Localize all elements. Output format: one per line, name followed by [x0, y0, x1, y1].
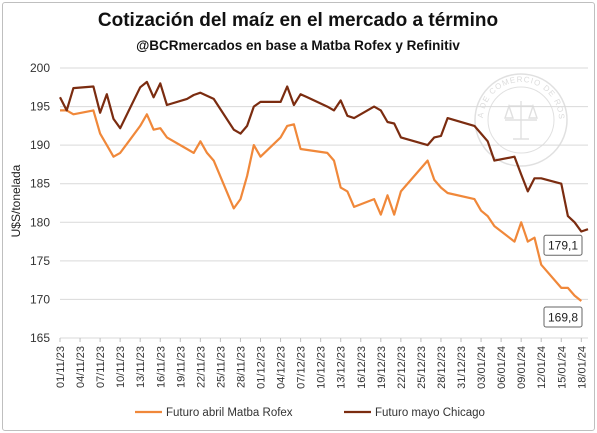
- y-tick-label: 185: [30, 177, 50, 191]
- y-axis-label: U$S/tonelada: [9, 164, 23, 237]
- callout-value: 179,1: [548, 239, 578, 253]
- x-tick-label: 31/12/23: [456, 346, 468, 389]
- y-axis-ticks: 165 170 175 180 185 190 195 200: [30, 61, 50, 345]
- y-tick-label: 200: [30, 61, 50, 75]
- x-tick-label: 28/11/23: [235, 346, 247, 388]
- x-tick-label: 01/12/23: [256, 346, 268, 389]
- callout-box: [543, 306, 583, 328]
- x-tick-label: 13/12/23: [336, 346, 348, 389]
- legend: Futuro abril Matba Rofex Futuro mayo Chi…: [135, 407, 485, 419]
- value-callouts: 179,1 169,8: [543, 234, 583, 328]
- y-tick-label: 190: [30, 138, 50, 152]
- x-tick-label: 04/11/23: [75, 346, 87, 388]
- callout-abril: 169,8: [543, 306, 583, 328]
- callout-value: 169,8: [548, 310, 578, 324]
- series-line-mayo-chicago: [59, 80, 589, 233]
- x-tick-label: 10/11/23: [115, 346, 127, 388]
- x-tick-label: 07/11/23: [95, 346, 107, 388]
- x-tick-label: 18/01/24: [576, 346, 588, 389]
- x-axis-ticks: 01/11/23 04/11/23 07/11/23 10/11/23 13/11/23…: [55, 338, 588, 389]
- x-tick-label: 07/12/23: [296, 346, 308, 389]
- x-tick-label: 03/01/24: [476, 346, 488, 389]
- x-tick-label: 19/12/23: [376, 346, 388, 389]
- x-tick-label: 06/01/24: [496, 346, 508, 389]
- x-tick-label: 13/11/23: [135, 346, 147, 388]
- x-tick-label: 22/12/23: [396, 346, 408, 389]
- chart-title: Cotización del maíz en el mercado a térm…: [98, 10, 498, 31]
- chart-subtitle: @BCRmercados en base a Matba Rofex y Ref…: [136, 38, 460, 53]
- x-tick-label: 19/11/23: [175, 346, 187, 388]
- x-tick-label: 22/11/23: [195, 346, 207, 388]
- x-tick-label: 25/12/23: [416, 346, 428, 389]
- x-tick-label: 09/01/24: [516, 346, 528, 389]
- x-tick-label: 01/11/23: [55, 346, 67, 388]
- y-tick-label: 180: [30, 215, 50, 229]
- series-lines: [59, 80, 589, 302]
- callout-box: [543, 234, 583, 256]
- x-tick-label: 25/11/23: [215, 346, 227, 388]
- y-tick-label: 170: [30, 292, 50, 306]
- x-tick-label: 10/12/23: [316, 346, 328, 389]
- grid-lines: [60, 67, 588, 339]
- x-tick-label: 28/12/23: [436, 346, 448, 389]
- legend-label-abril: Futuro abril Matba Rofex: [166, 407, 293, 419]
- y-tick-label: 195: [30, 100, 50, 114]
- y-tick-label: 175: [30, 254, 50, 268]
- x-tick-label: 16/12/23: [356, 346, 368, 389]
- callout-mayo: 179,1: [543, 234, 583, 256]
- x-tick-label: 04/12/23: [276, 346, 288, 389]
- x-tick-label: 16/11/23: [155, 346, 167, 388]
- y-tick-label: 165: [30, 331, 50, 345]
- legend-label-mayo: Futuro mayo Chicago: [375, 407, 485, 419]
- x-tick-label: 12/01/24: [536, 346, 548, 389]
- x-tick-label: 15/01/24: [556, 346, 568, 389]
- series-line-abril-matba: [60, 109, 582, 302]
